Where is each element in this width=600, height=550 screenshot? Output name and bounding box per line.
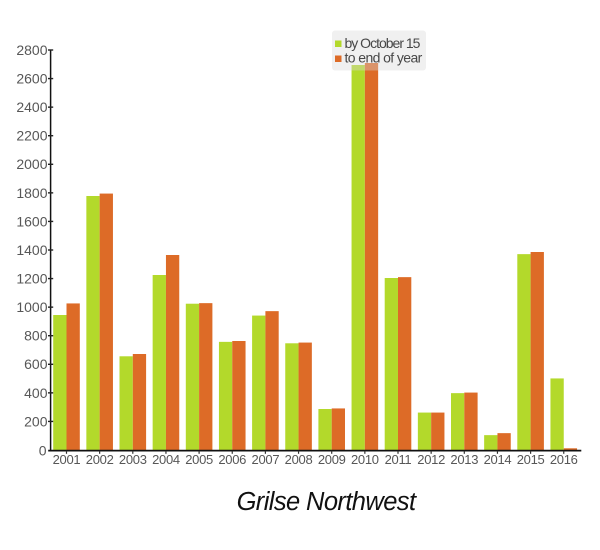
svg-text:2003: 2003 [119,452,147,467]
svg-text:to end of year: to end of year [345,50,423,66]
svg-text:2005: 2005 [185,452,213,467]
svg-text:1600: 1600 [16,213,47,229]
svg-text:2001: 2001 [53,452,81,467]
svg-text:2014: 2014 [484,452,512,467]
svg-text:1000: 1000 [16,299,47,315]
svg-text:by October 15: by October 15 [345,35,421,51]
svg-text:2013: 2013 [450,452,478,467]
svg-text:2015: 2015 [517,452,545,467]
svg-text:2009: 2009 [318,452,346,467]
svg-text:2011: 2011 [385,452,412,467]
svg-text:800: 800 [24,328,48,344]
svg-text:2004: 2004 [152,452,180,467]
svg-text:2012: 2012 [417,452,445,467]
svg-text:600: 600 [24,356,48,372]
svg-text:2007: 2007 [252,452,280,467]
svg-text:2010: 2010 [351,452,379,467]
svg-text:2002: 2002 [86,452,114,467]
svg-text:1200: 1200 [16,270,47,286]
svg-text:1400: 1400 [16,242,47,258]
svg-text:2000: 2000 [16,156,47,172]
svg-text:400: 400 [24,385,48,401]
svg-text:0: 0 [39,442,47,458]
svg-text:2006: 2006 [218,452,246,467]
svg-text:2600: 2600 [16,70,47,86]
svg-text:Grilse Northwest: Grilse Northwest [237,488,417,516]
svg-text:200: 200 [24,413,48,429]
svg-text:2400: 2400 [16,99,47,115]
svg-text:1800: 1800 [16,185,47,201]
svg-text:2016: 2016 [550,452,578,467]
svg-text:2800: 2800 [16,42,47,58]
svg-text:2200: 2200 [16,128,47,144]
svg-text:2008: 2008 [285,452,313,467]
